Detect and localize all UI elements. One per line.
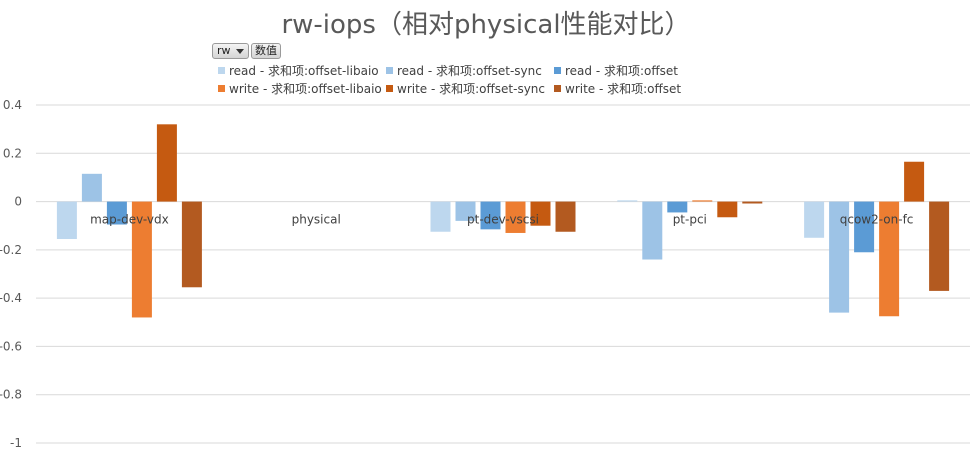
legend-item: read - 求和项:offset-libaio [218,62,379,79]
rw-field-label: rw [217,44,231,57]
y-tick-label: 0 [14,195,22,209]
bar[interactable] [480,201,501,230]
bar[interactable] [181,201,202,288]
legend-swatch [554,67,561,74]
bar[interactable] [455,201,476,221]
bar[interactable] [667,201,688,213]
bar[interactable] [555,201,576,232]
y-tick-label: -1 [10,436,22,450]
bar[interactable] [505,201,526,233]
rw-field-dropdown[interactable]: rw [212,43,249,59]
bar[interactable] [642,201,663,260]
y-tick-label: 0.2 [3,146,22,160]
category-label: pt-pci [673,213,707,227]
legend-label: write - 求和项:offset-libaio [229,82,382,96]
bar[interactable] [742,201,763,204]
y-tick-label: -0.6 [0,339,22,353]
legend-item: read - 求和项:offset-sync [386,62,542,79]
legend-label: write - 求和项:offset-sync [397,82,546,96]
legend-label: read - 求和项:offset-sync [397,64,542,78]
chart-title: rw-iops（相对physical性能对比） [281,10,691,40]
y-tick-label: -0.4 [0,291,22,305]
bar[interactable] [617,200,638,202]
value-field-button[interactable]: 数值 [251,43,281,59]
y-tick-label: 0.4 [3,98,22,112]
legend-swatch [218,85,225,92]
bar[interactable] [530,201,551,226]
y-tick-label: -0.8 [0,388,22,402]
y-tick-label: -0.2 [0,243,22,257]
legend-swatch [554,85,561,92]
legend-label: write - 求和项:offset [565,82,682,96]
bar[interactable] [879,201,900,317]
legend-item: read - 求和项:offset [554,62,678,79]
bar[interactable] [929,201,950,291]
category-label: map-dev-vdx [90,213,169,227]
bar[interactable] [904,161,925,202]
dropdown-arrow-icon [235,48,244,54]
bar[interactable] [106,201,127,225]
category-label: pt-dev-vscsi [467,213,539,227]
legend-swatch [218,67,225,74]
bar[interactable] [804,201,825,238]
bar[interactable] [156,124,177,202]
category-label: qcow2-on-fc [840,213,914,227]
bar[interactable] [717,201,738,218]
legend-item: write - 求和项:offset-libaio [218,80,382,97]
legend-item: write - 求和项:offset-sync [386,80,545,97]
legend-swatch [386,85,393,92]
legend-swatch [386,67,393,74]
bar[interactable] [131,201,152,318]
legend-label: read - 求和项:offset [565,64,678,78]
bar[interactable] [430,201,451,232]
bar[interactable] [692,200,713,202]
bar[interactable] [854,201,875,253]
bar[interactable] [81,173,102,202]
legend-item: write - 求和项:offset [554,80,681,97]
category-label: physical [292,213,341,227]
bar[interactable] [56,201,77,239]
legend-label: read - 求和项:offset-libaio [229,64,379,78]
bar[interactable] [829,201,850,313]
